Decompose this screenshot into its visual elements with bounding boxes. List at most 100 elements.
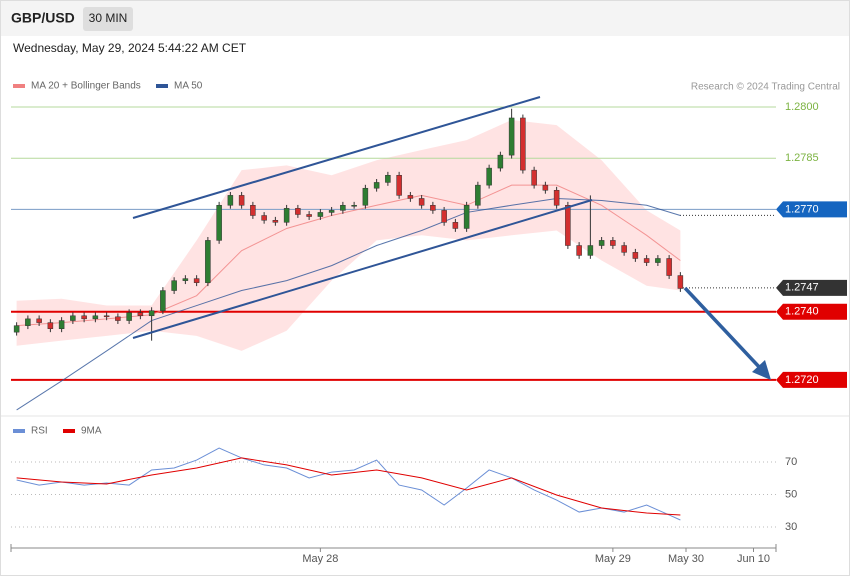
candle-body <box>295 208 301 215</box>
candle-body <box>205 240 211 283</box>
candle-body <box>542 184 549 191</box>
timeframe-box[interactable] <box>83 7 133 31</box>
candle-body <box>677 275 684 289</box>
level-label: 1.2800 <box>785 101 819 113</box>
candle-body <box>250 205 256 216</box>
y-tick-label: 50 <box>785 488 797 500</box>
candle-body <box>666 258 672 276</box>
candle-body <box>103 315 110 318</box>
candle-body <box>621 245 627 253</box>
x-tick-label: Jun 10 <box>737 553 770 565</box>
candle-body <box>576 245 582 256</box>
candle-body <box>531 169 537 186</box>
x-tick-label: May 28 <box>302 553 338 565</box>
candle-body <box>486 167 492 186</box>
candle-body <box>598 240 605 246</box>
candle-body <box>115 316 121 321</box>
candle-body <box>632 252 639 259</box>
candle-body <box>227 195 234 206</box>
candle-body <box>441 210 447 223</box>
candle-body <box>25 318 31 326</box>
candle-body <box>317 212 324 217</box>
candle-body <box>58 320 65 329</box>
candle-body <box>126 312 132 321</box>
legend-label: 9MA <box>81 426 102 437</box>
header-bar <box>1 1 849 36</box>
x-tick-label: May 29 <box>595 553 631 565</box>
candle-body <box>81 315 87 320</box>
y-tick-label: 70 <box>785 456 797 468</box>
channel-lower <box>132 199 593 339</box>
bollinger-band <box>16 120 681 351</box>
candle-body <box>655 258 661 263</box>
legend-label: MA 50 <box>174 81 203 92</box>
candle-body <box>340 205 346 211</box>
candle-body <box>238 195 245 206</box>
candle-body <box>148 310 155 317</box>
candle-body <box>508 117 515 156</box>
candle-body <box>553 190 560 206</box>
candle-body <box>497 154 504 169</box>
candle-body <box>373 182 380 189</box>
legend-swatch <box>63 429 75 433</box>
candle-body <box>216 205 222 241</box>
x-tick-label: May 30 <box>668 553 704 565</box>
level-label: 1.2720 <box>785 374 819 386</box>
candle-body <box>475 184 481 206</box>
legend-swatch <box>13 84 25 88</box>
candle-body <box>565 205 571 246</box>
legend-swatch <box>156 84 168 88</box>
symbol: GBP/USD <box>11 10 75 26</box>
candle-body <box>47 322 54 329</box>
candle-body <box>610 240 616 246</box>
indicator-line <box>16 447 681 521</box>
candle-body <box>362 187 369 206</box>
candle-body <box>70 315 76 321</box>
level-tag <box>776 303 847 320</box>
candle-body <box>261 215 267 221</box>
candle-body <box>643 258 650 263</box>
candle-body <box>430 205 436 211</box>
moving-average <box>16 197 681 411</box>
forecast-arrow <box>683 286 764 372</box>
legend-label: MA 20 + Bollinger Bands <box>31 81 141 92</box>
candle-body <box>306 214 312 217</box>
candle-body <box>160 290 166 311</box>
channel-upper <box>132 96 541 219</box>
candle-body <box>385 175 391 183</box>
timestamp: Wednesday, May 29, 2024 5:44:22 AM CET <box>13 41 247 55</box>
timeframe[interactable]: 30 MIN <box>89 11 128 25</box>
level-tag <box>776 201 847 218</box>
candle-body <box>520 117 526 171</box>
candle-body <box>418 198 425 206</box>
candle-body <box>36 318 42 323</box>
candle-body <box>13 325 20 333</box>
candle-body <box>452 222 459 229</box>
y-tick-label: 30 <box>785 521 797 533</box>
candle-body <box>587 245 594 256</box>
indicator-line <box>16 457 681 516</box>
legend-label: RSI <box>31 426 48 437</box>
candle-body <box>193 278 200 283</box>
candle-body <box>182 278 189 281</box>
candle-body <box>171 280 177 291</box>
candle-body <box>92 315 99 320</box>
candle-body <box>272 220 279 223</box>
candle-body <box>283 208 290 223</box>
level-tag <box>776 279 847 296</box>
level-label: 1.2785 <box>785 152 819 164</box>
candle-body <box>137 312 144 317</box>
candle-body <box>463 205 470 229</box>
credit: Research © 2024 Trading Central <box>691 82 840 93</box>
candle-body <box>351 205 357 207</box>
candle-body <box>328 210 335 213</box>
level-label: 1.2747 <box>785 282 819 294</box>
candle-body <box>407 195 414 199</box>
level-tag <box>776 371 847 388</box>
level-label: 1.2740 <box>785 306 819 318</box>
level-label: 1.2770 <box>785 203 819 215</box>
arrow-head <box>752 360 771 380</box>
candle-body <box>396 175 402 196</box>
legend-swatch <box>13 429 25 433</box>
